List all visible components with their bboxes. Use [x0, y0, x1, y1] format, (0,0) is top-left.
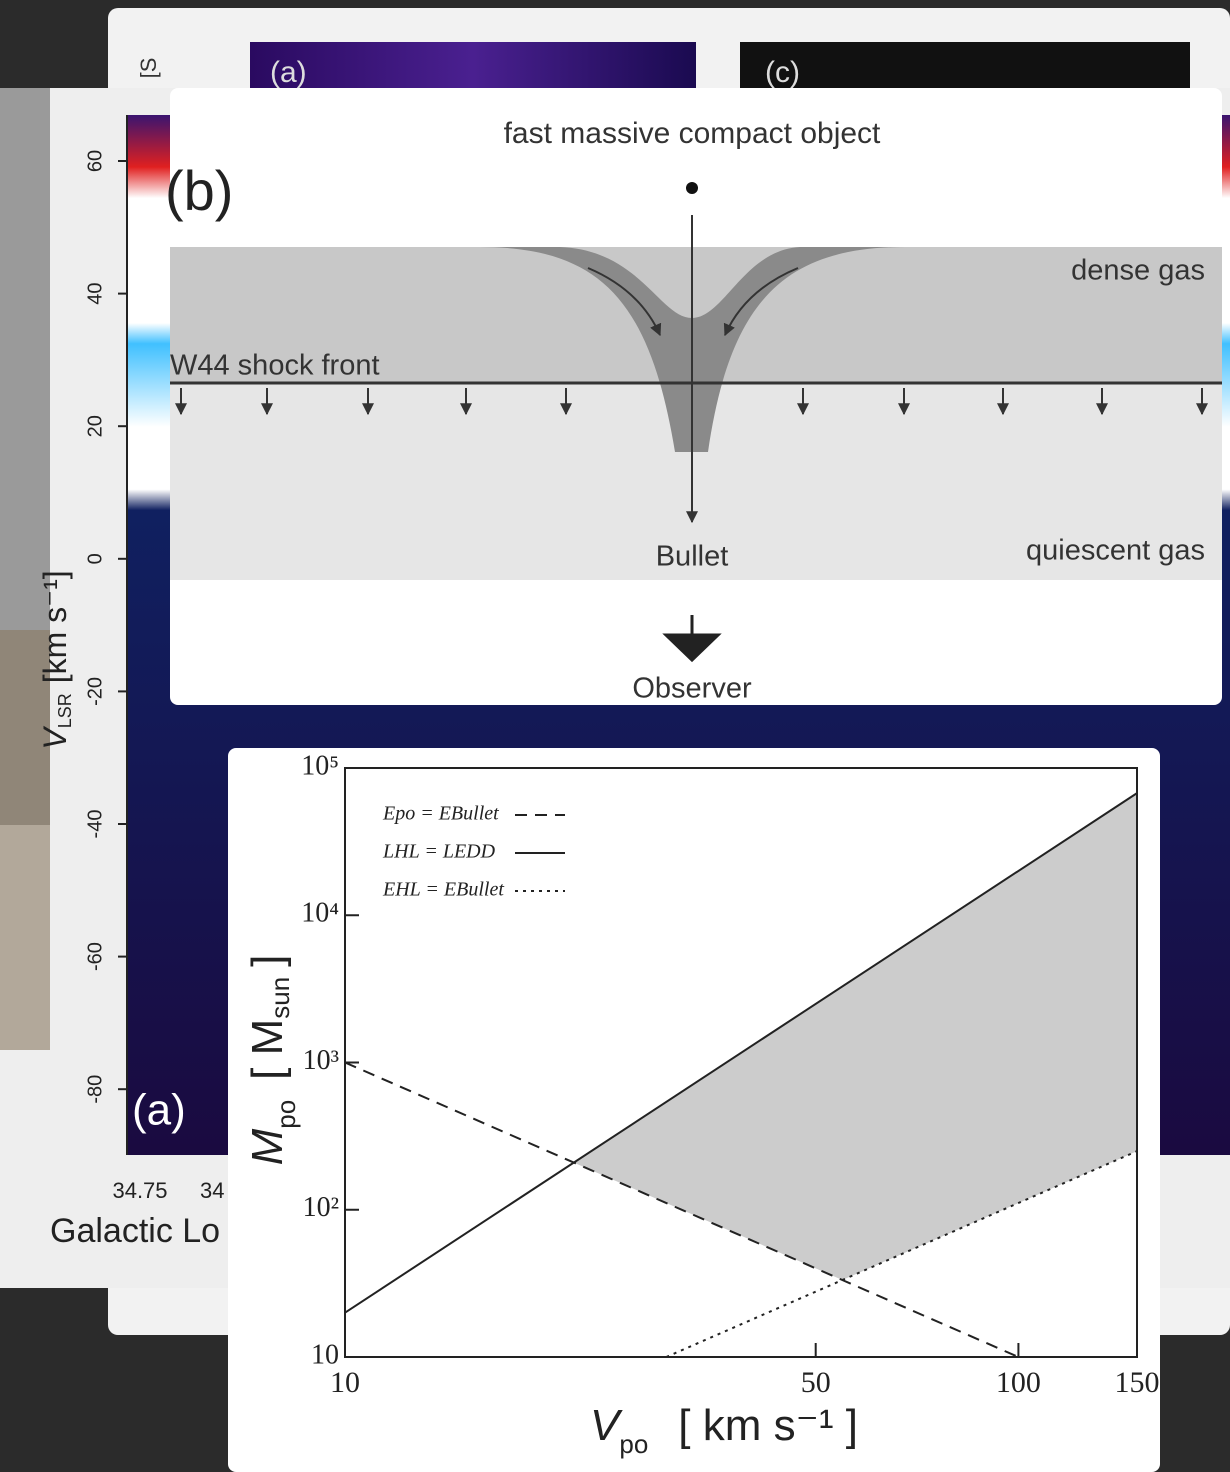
label: Observer	[632, 673, 752, 705]
image-strip	[250, 42, 696, 92]
y-tick-label: -40	[84, 810, 106, 839]
flow-arrow	[587, 267, 662, 337]
label: W44 shock front	[170, 350, 380, 382]
legend-label: LHL = LEDD	[382, 841, 496, 863]
label: dense gas	[1071, 255, 1205, 287]
y-tick-label: -20	[84, 677, 106, 706]
x-tick-label: 10	[330, 1366, 360, 1399]
legend-label: Epo = EBullet	[382, 803, 499, 825]
units: [ km s⁻¹ ]	[678, 1401, 858, 1450]
subscript: LSR	[55, 693, 75, 728]
y-axis-label: VLSR [km s⁻¹]	[37, 570, 74, 749]
symbol: V	[590, 1401, 623, 1450]
y-tick-label: 20	[84, 415, 106, 437]
legend-label: EHL = EBullet	[382, 879, 504, 901]
y-tick-label: 10³	[303, 1045, 339, 1076]
label: quiescent gas	[1026, 535, 1205, 567]
x-tick-label: 34	[200, 1178, 224, 1203]
panel-label: (b)	[165, 159, 233, 222]
y-tick-label: 0	[84, 553, 106, 564]
series-line	[665, 1150, 1138, 1358]
x-tick-label: 50	[801, 1366, 831, 1399]
y-tick-label: 40	[84, 282, 106, 304]
y-tick-label: 60	[84, 150, 106, 172]
symbol: V	[37, 726, 73, 750]
y-tick-label: 10⁵	[301, 750, 339, 781]
observer-arrow	[662, 615, 722, 663]
symbol: M	[243, 1128, 292, 1165]
chart: 10 10² 10³ 10⁴ 10⁵ 10 50 100 150 Epo = EBullet LHL…	[228, 748, 1160, 1472]
flow-arrow	[723, 267, 799, 337]
y-tick-label: 10	[311, 1339, 339, 1370]
series-line	[344, 792, 1138, 1314]
units-subscript: sun	[265, 977, 295, 1019]
diagram: (b) fast massive compact object W44 shoc…	[165, 88, 1222, 705]
compact-object	[686, 182, 698, 194]
x-axis-label: Vpo [ km s⁻¹ ]	[590, 1401, 858, 1459]
image-strip	[740, 42, 1190, 92]
feasible-region	[573, 793, 1137, 1281]
x-tick-label: 34.75	[112, 1178, 167, 1203]
label: Bullet	[656, 541, 729, 573]
units-close: ]	[243, 955, 292, 967]
funnel-core	[560, 247, 800, 318]
title: fast massive compact object	[504, 117, 881, 150]
x-axis-label: Galactic Lo	[50, 1212, 220, 1250]
y-tick-label: 10²	[303, 1192, 339, 1223]
subscript: po	[619, 1429, 648, 1459]
axis-label: [S	[136, 58, 161, 79]
y-tick-label: -80	[84, 1075, 106, 1104]
x-tick-label: 100	[996, 1366, 1041, 1399]
y-axis-label: Mpo [ Msun]	[243, 955, 301, 1166]
shock-arrows	[175, 388, 1208, 416]
panel-label: (a)	[270, 56, 307, 89]
x-tick-label: 150	[1115, 1366, 1160, 1399]
subscript: po	[271, 1100, 301, 1129]
units: [ M	[243, 1019, 292, 1080]
side-band	[0, 630, 50, 1050]
y-tick-label: 10⁴	[301, 898, 339, 929]
panel-label: (c)	[765, 56, 800, 89]
y-tick-label: -60	[84, 942, 106, 971]
units: [km s⁻¹]	[37, 570, 73, 683]
series-line	[344, 1061, 1019, 1358]
panel-label: (a)	[132, 1086, 186, 1135]
